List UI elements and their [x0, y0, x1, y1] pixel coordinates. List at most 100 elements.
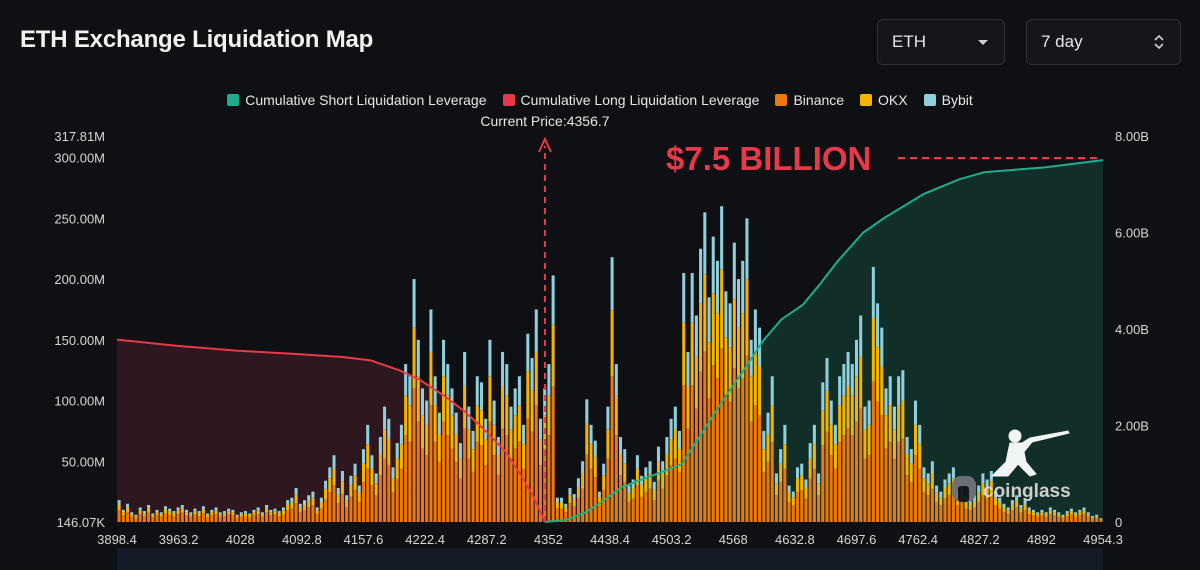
bar-segment-bybit: [488, 339, 492, 377]
bar-segment-bybit: [1019, 504, 1023, 509]
bar: [758, 327, 762, 522]
bar-segment-bybit: [374, 473, 378, 484]
bar-segment-bybit: [623, 449, 627, 464]
bar-segment-binance: [176, 513, 180, 522]
bar-segment-binance: [517, 441, 521, 522]
bar-segment-bybit: [265, 504, 269, 509]
bar: [669, 418, 673, 522]
bar-segment-bybit: [176, 507, 180, 511]
y-left-tick-label: 300.00M: [54, 151, 105, 166]
bar-segment-bybit: [244, 511, 248, 514]
bar-segment-binance: [673, 458, 677, 522]
bar-segment-okx: [446, 395, 450, 436]
bar-segment-okx: [239, 514, 243, 517]
bar: [678, 430, 682, 522]
bar: [610, 257, 614, 522]
bar-segment-okx: [391, 478, 395, 492]
bar: [383, 406, 387, 522]
bar-segment-binance: [370, 485, 374, 522]
bar-segment-binance: [581, 488, 585, 522]
bar-segment-okx: [168, 511, 172, 515]
time-range-select[interactable]: 7 day: [1026, 19, 1181, 65]
bar: [345, 495, 349, 522]
bar-segment-binance: [1065, 515, 1069, 522]
legend-item-okx[interactable]: OKX: [860, 92, 908, 108]
bar-segment-binance: [555, 508, 559, 522]
asset-select[interactable]: ETH: [877, 19, 1005, 65]
bar: [791, 491, 795, 522]
bar-segment-okx: [1048, 510, 1052, 514]
x-tick-label: 4632.8: [775, 532, 815, 547]
bar: [737, 279, 741, 522]
bar-segment-okx: [517, 405, 521, 442]
bar-segment-binance: [833, 468, 837, 522]
bar-segment-bybit: [336, 487, 340, 495]
bar-segment-binance: [134, 517, 138, 522]
bar-segment-bybit: [302, 500, 307, 505]
bar-segment-binance: [1031, 515, 1035, 522]
bar-segment-binance: [905, 475, 909, 522]
short-cumulative-line: [544, 159, 1104, 523]
bar: [260, 512, 264, 522]
bar-segment-bybit: [627, 485, 631, 493]
bar-segment-okx: [1074, 514, 1078, 517]
bar-segment-bybit: [142, 511, 146, 514]
bar-segment-okx: [315, 510, 319, 514]
bar-segment-okx: [340, 481, 344, 494]
bar: [302, 500, 307, 522]
bar-segment-okx: [720, 269, 724, 349]
chart-legend: Cumulative Short Liquidation Leverage Cum…: [0, 92, 1200, 108]
bar-segment-okx: [1044, 514, 1048, 517]
bar: [1074, 512, 1078, 522]
bar-segment-okx: [530, 390, 534, 432]
bar-segment-binance: [513, 448, 517, 522]
coinglass-logo-icon: [952, 476, 976, 502]
bar-segment-okx: [905, 453, 909, 476]
bar: [1010, 500, 1014, 522]
bar-segment-bybit: [854, 339, 859, 377]
bar-segment-okx: [1023, 504, 1027, 510]
bar-segment-binance: [286, 509, 290, 522]
bar-segment-binance: [357, 501, 361, 522]
bar: [484, 418, 488, 522]
legend-item-long[interactable]: Cumulative Long Liquidation Leverage: [502, 92, 759, 108]
bar-segment-bybit: [707, 297, 711, 343]
bar-segment-binance: [737, 388, 741, 522]
bar-segment-binance: [956, 505, 960, 522]
bar-segment-binance: [850, 435, 854, 522]
bar-segment-bybit: [1027, 507, 1031, 511]
bar-segment-okx: [876, 347, 880, 402]
bar-segment-okx: [201, 509, 205, 514]
legend-item-short[interactable]: Cumulative Short Liquidation Leverage: [227, 92, 487, 108]
bar: [943, 479, 947, 522]
x-tick-label: 4827.2: [960, 532, 1000, 547]
bar: [846, 351, 850, 522]
legend-item-bybit[interactable]: Bybit: [923, 92, 973, 108]
bar-segment-bybit: [404, 364, 408, 396]
bar: [631, 479, 635, 522]
bar: [606, 406, 610, 522]
bar-segment-okx: [829, 424, 833, 456]
legend-item-binance[interactable]: Binance: [775, 92, 844, 108]
bar-segment-binance: [880, 415, 884, 522]
bar-segment-bybit: [897, 376, 901, 406]
bar-segment-okx: [977, 492, 981, 502]
bar: [197, 511, 201, 522]
bar: [227, 508, 231, 522]
bar-segment-binance: [353, 489, 357, 522]
bar-segment-bybit: [888, 376, 892, 406]
bar-segment-bybit: [597, 491, 601, 498]
legend-swatch-binance: [775, 94, 788, 106]
bar-segment-bybit: [892, 406, 896, 430]
x-tick-label: 3898.4: [97, 532, 137, 547]
bar-segment-okx: [252, 512, 256, 516]
legend-swatch-bybit: [923, 94, 936, 106]
bar-segment-bybit: [551, 275, 555, 325]
bar: [180, 504, 184, 522]
bar-segment-okx: [800, 475, 804, 490]
bar-segment-bybit: [222, 511, 226, 514]
x-tick-label: 4568: [719, 532, 748, 547]
bar-segment-okx: [159, 514, 163, 517]
bar: [673, 406, 677, 522]
bar-segment-binance: [433, 441, 437, 522]
